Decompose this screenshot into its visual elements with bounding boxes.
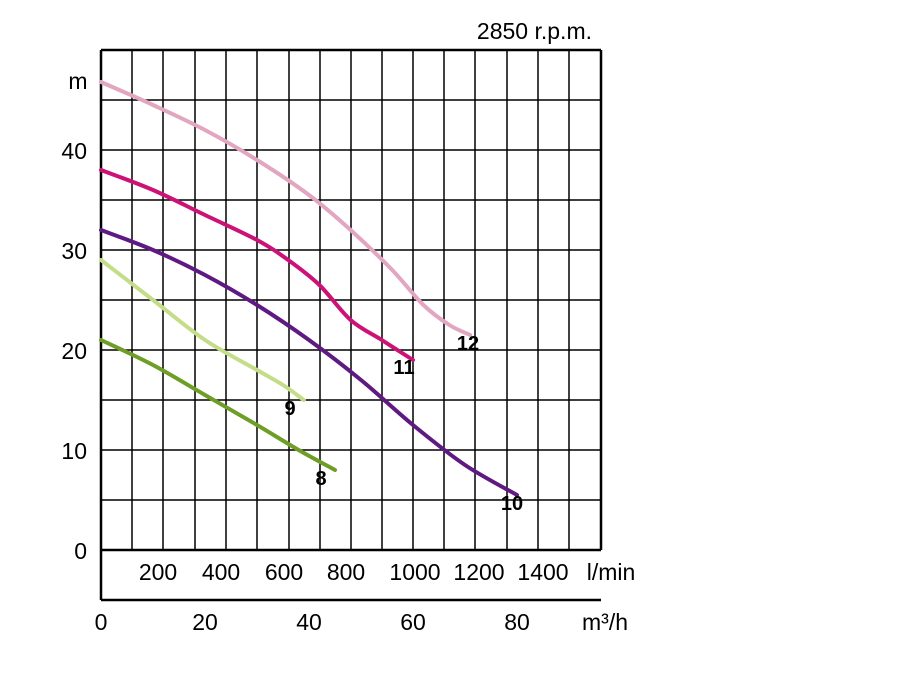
- x-tick-lmin-label: 1200: [453, 559, 504, 585]
- x-tick-m3h-label: 80: [504, 609, 530, 635]
- y-tick-label: 20: [61, 338, 87, 364]
- chart-title: 2850 r.p.m.: [477, 18, 592, 44]
- x-tick-m3h-label: 0: [95, 609, 108, 635]
- x-tick-m3h-label: 40: [296, 609, 322, 635]
- y-tick-label: 10: [61, 438, 87, 464]
- curve-label-10: 10: [501, 493, 523, 515]
- x-tick-lmin-label: 1400: [517, 559, 568, 585]
- x-tick-lmin-label: 800: [327, 559, 365, 585]
- y-tick-label: 0: [74, 538, 87, 564]
- curve-9: [99, 258, 306, 402]
- y-tick-label: 40: [61, 138, 87, 164]
- x-tick-lmin-label: 400: [202, 559, 240, 585]
- x-tick-m3h-label: 20: [192, 609, 218, 635]
- curve-8: [99, 338, 337, 472]
- y-tick-label: 30: [61, 238, 87, 264]
- y-axis-unit: m: [68, 68, 87, 94]
- x-axis-unit-lmin: l/min: [587, 559, 636, 585]
- curve-label-12: 12: [457, 333, 479, 355]
- curve-11: [99, 168, 415, 362]
- x-axis-unit-m3h: m³/h: [582, 609, 628, 635]
- grid: [99, 48, 603, 602]
- curve-10: [99, 228, 519, 497]
- curve-12: [99, 80, 473, 337]
- x-tick-m3h-label: 60: [400, 609, 426, 635]
- curve-label-8: 8: [315, 468, 326, 490]
- curve-label-9: 9: [284, 398, 295, 420]
- curves: [99, 80, 519, 497]
- curve-label-11: 11: [393, 357, 414, 379]
- x-tick-lmin-label: 600: [265, 559, 303, 585]
- x-tick-lmin-label: 1000: [389, 559, 440, 585]
- x-tick-lmin-label: 200: [139, 559, 177, 585]
